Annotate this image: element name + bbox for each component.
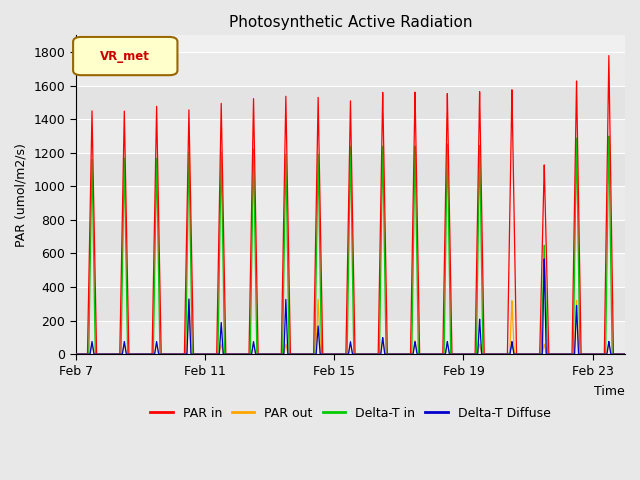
Bar <box>76 253 625 287</box>
Legend: PAR in, PAR out, Delta-T in, Delta-T Diffuse: PAR in, PAR out, Delta-T in, Delta-T Dif… <box>145 402 556 425</box>
Bar <box>76 52 625 85</box>
Bar <box>76 321 625 354</box>
FancyBboxPatch shape <box>73 37 177 75</box>
Bar <box>76 186 625 220</box>
Bar <box>76 287 625 321</box>
Bar <box>76 153 625 186</box>
Y-axis label: PAR (umol/m2/s): PAR (umol/m2/s) <box>15 143 28 247</box>
Bar <box>76 220 625 253</box>
Title: Photosynthetic Active Radiation: Photosynthetic Active Radiation <box>228 15 472 30</box>
Bar <box>76 85 625 119</box>
Bar <box>76 119 625 153</box>
Text: VR_met: VR_met <box>100 49 150 62</box>
Text: Time: Time <box>595 384 625 397</box>
